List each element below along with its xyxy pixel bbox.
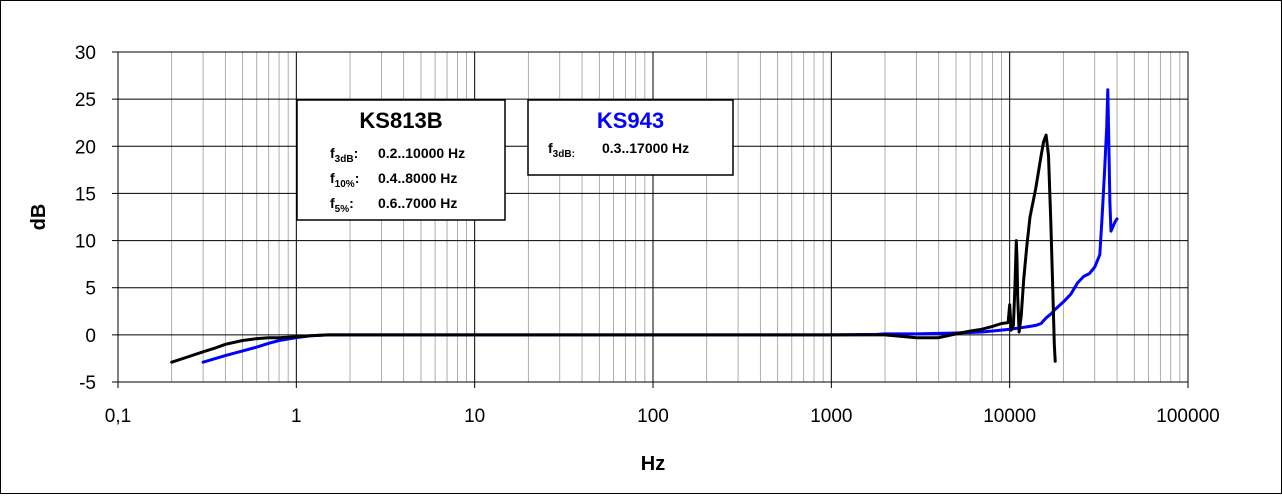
x-axis-ticks: 0,1 1 10 100 1000 10000 100000	[105, 382, 1220, 427]
y-tick-label: 10	[75, 232, 96, 253]
annotation-row-label: f5%:	[330, 195, 354, 215]
y-tick-label: 15	[75, 184, 96, 205]
x-tick-label: 1	[291, 406, 302, 427]
x-axis-label: Hz	[641, 453, 665, 475]
annotation-title: KS813B	[359, 108, 442, 133]
annotation-box-2: KS943 f3dB: 0.3..17000 Hz	[527, 99, 734, 176]
y-tick-label: 25	[75, 90, 96, 111]
annotation-border	[527, 99, 734, 176]
annotation-row-label: f3dB:	[548, 140, 575, 160]
annotation-border	[296, 99, 506, 221]
x-tick-label: 100000	[1156, 406, 1219, 427]
annotation-row-value: 0.2..10000 Hz	[378, 145, 465, 161]
annotation-title: KS943	[597, 108, 664, 133]
x-tick-label: 1000	[810, 406, 852, 427]
series-line-2	[170, 133, 1057, 364]
annotation-row-value: 0.4..8000 Hz	[378, 170, 457, 186]
annotation-row-label: f10%:	[330, 170, 359, 190]
x-tick-label: 10000	[983, 406, 1036, 427]
annotation-row-label: f3dB:	[330, 145, 358, 165]
y-tick-label: 5	[85, 279, 96, 300]
y-tick-label: 0	[85, 326, 96, 347]
annotation-row-value: 0.6..7000 Hz	[378, 195, 457, 211]
y-tick-label: -5	[79, 373, 96, 394]
y-axis-ticks: -5 0 5 10 15 20 25 30	[75, 43, 118, 394]
x-tick-label: 10	[464, 406, 485, 427]
x-tick-label: 100	[637, 406, 669, 427]
series-lines	[170, 88, 1119, 364]
y-tick-label: 20	[75, 137, 96, 158]
annotation-row-value: 0.3..17000 Hz	[602, 140, 689, 156]
x-tick-label: 0,1	[105, 406, 131, 427]
y-axis-label: dB	[28, 204, 50, 231]
y-tick-label: 30	[75, 43, 96, 64]
